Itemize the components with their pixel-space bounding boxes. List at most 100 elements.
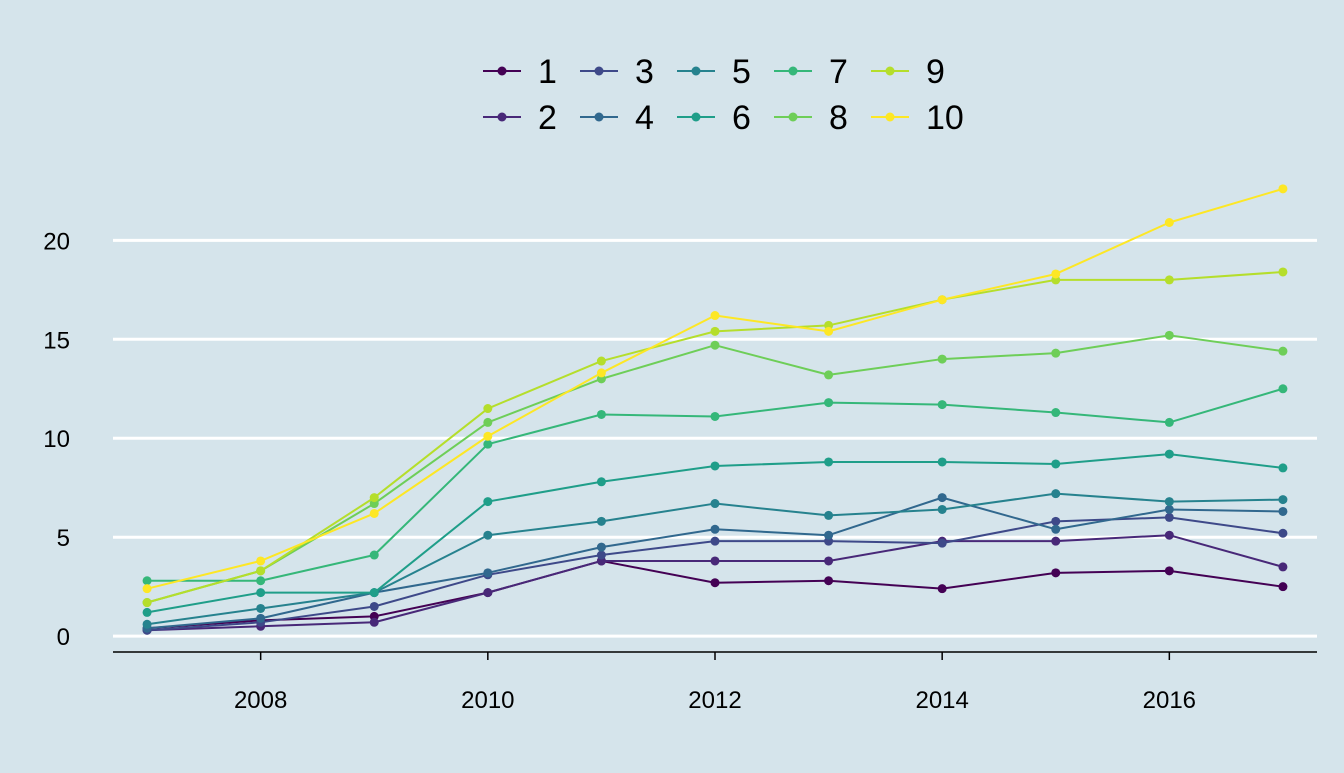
axes: 2008 2010 2012 2014 2016 0 5 10 15 20 (43, 228, 1317, 714)
data-point (1051, 524, 1061, 534)
data-point (1278, 184, 1288, 194)
data-point (937, 295, 947, 305)
data-point (1278, 384, 1288, 394)
data-point (824, 530, 834, 540)
legend-swatch-point (788, 112, 798, 122)
data-point (710, 411, 720, 421)
legend-label: 3 (635, 53, 654, 91)
legend-item-7: 7 (774, 53, 848, 91)
data-point (1051, 269, 1061, 279)
legend-label: 9 (926, 53, 945, 91)
data-point (256, 566, 266, 576)
data-point (824, 326, 834, 336)
gridlines (113, 238, 1317, 638)
data-point (142, 598, 152, 608)
legend-swatch-point (691, 112, 701, 122)
data-point (142, 576, 152, 586)
data-point (824, 576, 834, 586)
data-point (1278, 582, 1288, 592)
data-point (483, 530, 493, 540)
legend-item-3: 3 (580, 53, 654, 91)
series-line-1 (147, 559, 1284, 630)
legend-swatch-point (885, 112, 895, 122)
data-point (1051, 568, 1061, 578)
data-point (369, 508, 379, 518)
data-point (256, 588, 266, 598)
data-point (710, 326, 720, 336)
data-point (596, 542, 606, 552)
data-point (369, 493, 379, 503)
data-point (710, 461, 720, 471)
data-point (1164, 566, 1174, 576)
data-point (483, 588, 493, 598)
x-tick-label: 2008 (234, 687, 287, 714)
data-point (483, 497, 493, 507)
data-point (1278, 463, 1288, 473)
legend-item-9: 9 (871, 53, 945, 91)
legend-swatch-point (788, 66, 798, 76)
data-point (824, 398, 834, 408)
data-point (369, 617, 379, 627)
legend-item-8: 8 (774, 99, 848, 137)
series-layer (142, 184, 1288, 635)
legend-swatch-point (497, 66, 507, 76)
legend: 1 2 3 4 5 6 7 8 9 10 (483, 53, 964, 137)
data-point (596, 550, 606, 560)
data-point (483, 431, 493, 441)
data-point (710, 556, 720, 566)
legend-swatch-point (691, 66, 701, 76)
legend-label: 8 (829, 99, 848, 137)
legend-swatch-point (594, 112, 604, 122)
data-point (1051, 489, 1061, 499)
data-point (1164, 512, 1174, 522)
data-point (824, 457, 834, 467)
data-point (1164, 218, 1174, 228)
data-point (483, 417, 493, 427)
data-point (1278, 346, 1288, 356)
series-5 (142, 489, 1288, 629)
data-point (710, 499, 720, 509)
data-point (483, 568, 493, 578)
data-point (824, 510, 834, 520)
data-point (710, 340, 720, 350)
legend-label: 6 (732, 99, 751, 137)
data-point (1051, 408, 1061, 418)
data-point (142, 584, 152, 594)
series-8 (142, 330, 1288, 608)
data-point (483, 439, 493, 449)
data-point (1051, 348, 1061, 358)
legend-swatch-point (885, 66, 895, 76)
series-6 (142, 449, 1288, 617)
x-tick-label: 2010 (461, 687, 514, 714)
data-point (1164, 417, 1174, 427)
legend-label: 5 (732, 53, 751, 91)
data-point (937, 584, 947, 594)
legend-label: 7 (829, 53, 848, 91)
data-point (710, 524, 720, 534)
data-point (1164, 504, 1174, 514)
data-point (937, 493, 947, 503)
data-point (1278, 495, 1288, 505)
data-point (1278, 506, 1288, 516)
data-point (1051, 516, 1061, 526)
legend-label: 10 (926, 99, 964, 137)
data-point (937, 504, 947, 514)
data-point (710, 578, 720, 588)
series-10 (142, 184, 1288, 594)
legend-item-5: 5 (677, 53, 751, 91)
data-point (369, 550, 379, 560)
data-point (710, 311, 720, 321)
data-point (937, 457, 947, 467)
legend-item-4: 4 (580, 99, 654, 137)
legend-label: 4 (635, 99, 654, 137)
legend-item-1: 1 (483, 53, 557, 91)
legend-item-2: 2 (483, 99, 557, 137)
data-point (1164, 330, 1174, 340)
data-point (142, 607, 152, 617)
data-point (937, 538, 947, 548)
data-point (142, 619, 152, 629)
data-point (596, 477, 606, 487)
data-point (824, 370, 834, 380)
data-point (710, 536, 720, 546)
